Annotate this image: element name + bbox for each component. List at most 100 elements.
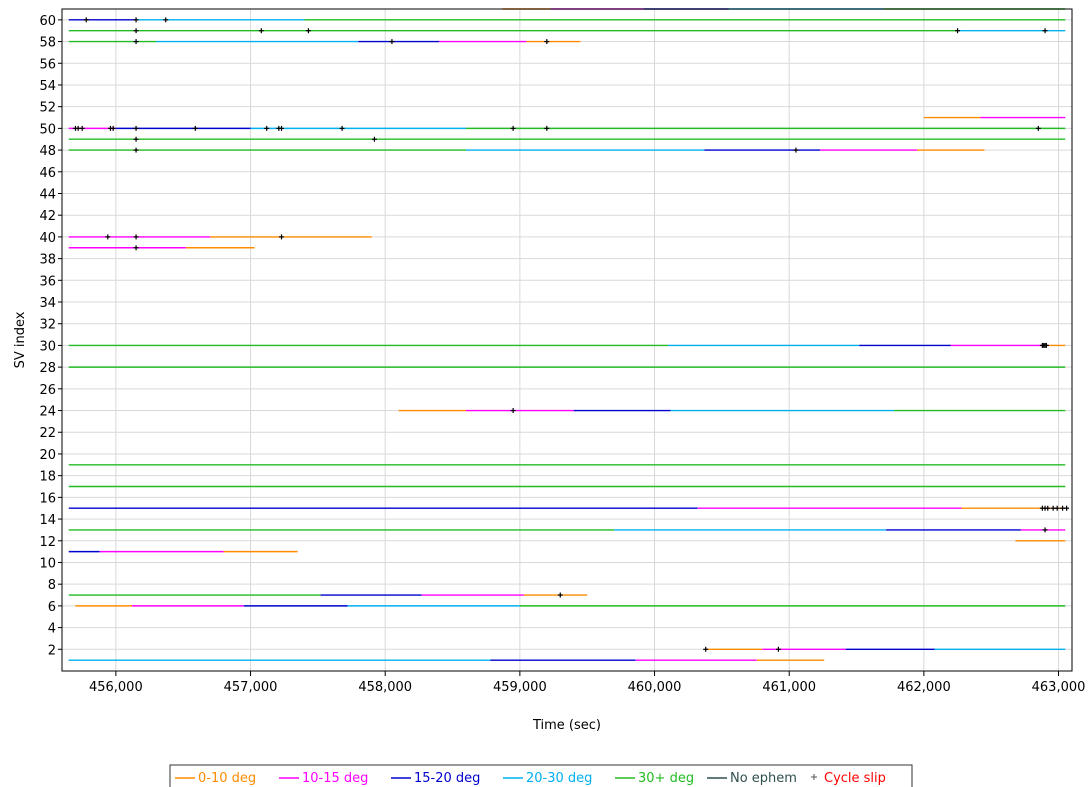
cycle-slip-marker — [133, 245, 139, 251]
legend-item-30-deg: 30+ deg — [615, 771, 694, 786]
legend-label: 30+ deg — [638, 771, 694, 786]
y-tick-label: 24 — [39, 405, 56, 420]
x-tick-label: 458,000 — [358, 680, 412, 695]
y-tick-label: 46 — [39, 166, 56, 181]
cycle-slip-marker — [1054, 505, 1060, 511]
cycle-slip-marker — [510, 408, 516, 414]
legend-label: 0-10 deg — [198, 771, 256, 786]
cycle-slip-marker — [133, 17, 139, 23]
legend-item-15-20-deg: 15-20 deg — [391, 771, 480, 786]
cycle-slip-marker — [371, 136, 377, 142]
legend-item-10-15-deg: 10-15 deg — [279, 771, 368, 786]
x-tick-label: 463,000 — [1032, 680, 1086, 695]
legend-item-no-ephem: No ephem — [707, 771, 797, 786]
cycle-slip-marker — [1043, 342, 1049, 348]
y-tick-label: 34 — [39, 296, 56, 311]
y-tick-label: 2 — [48, 643, 56, 658]
legend-label: 20-30 deg — [526, 771, 592, 786]
x-axis-title: Time (sec) — [532, 718, 601, 733]
y-tick-label: 28 — [39, 361, 56, 376]
cycle-slip-marker — [389, 39, 395, 45]
cycle-slip-marker — [544, 125, 550, 131]
y-tick-label: 32 — [39, 318, 56, 333]
cycle-slip-marker — [279, 125, 285, 131]
cycle-slip-marker — [133, 28, 139, 34]
y-tick-label: 20 — [39, 448, 56, 463]
cycle-slip-marker — [703, 646, 709, 652]
x-tick-label: 457,000 — [224, 680, 278, 695]
y-tick-label: 42 — [39, 209, 56, 224]
y-tick-label: 14 — [39, 513, 56, 528]
y-axis-ticks: 2468101214161820222426283032343638404244… — [39, 14, 62, 658]
y-tick-label: 18 — [39, 470, 56, 485]
y-tick-label: 8 — [48, 578, 56, 593]
y-tick-label: 58 — [39, 36, 56, 51]
cycle-slip-marker — [544, 39, 550, 45]
cycle-slip-marker — [775, 646, 781, 652]
cycle-slip-marker — [83, 17, 89, 23]
y-tick-label: 22 — [39, 426, 56, 441]
cycle-slip-marker — [510, 125, 516, 131]
y-tick-label: 10 — [39, 556, 56, 571]
plot-frame — [61, 8, 1073, 672]
cycle-slip-marker — [1064, 505, 1070, 511]
cycle-slip-marker — [163, 17, 169, 23]
cycle-slip-marker — [133, 125, 139, 131]
cycle-slip-marker — [133, 136, 139, 142]
cycle-slip-marker — [1042, 28, 1048, 34]
y-tick-label: 6 — [48, 600, 56, 615]
cycle-slip-marker — [79, 125, 85, 131]
cycle-slip-marker — [1045, 505, 1051, 511]
y-tick-label: 48 — [39, 144, 56, 159]
cycle-slip-marker — [105, 234, 111, 240]
cycle-slip-marker — [1042, 527, 1048, 533]
cycle-slip-marker — [305, 28, 311, 34]
y-tick-label: 26 — [39, 383, 56, 398]
y-tick-label: 52 — [39, 101, 56, 116]
cycle-slip-marker — [110, 125, 116, 131]
cycle-slip-marker — [557, 592, 563, 598]
y-tick-label: 12 — [39, 535, 56, 550]
cycle-slip-marker — [339, 125, 345, 131]
x-tick-label: 462,000 — [897, 680, 951, 695]
cycle-slip-marker — [133, 39, 139, 45]
y-tick-label: 54 — [39, 79, 56, 94]
legend-label: 15-20 deg — [414, 771, 480, 786]
cycle-slip-marker — [133, 147, 139, 153]
x-axis-ticks: 456,000 457,000 458,000 459,000 460,000 461,0… — [89, 671, 1085, 695]
x-tick-label: 461,000 — [762, 680, 816, 695]
legend-box — [169, 764, 913, 787]
grid — [62, 9, 1072, 671]
y-tick-label: 16 — [39, 491, 56, 506]
legend: 0-10 deg 10-15 deg 15-20 deg 20-30 deg 30+ d… — [169, 764, 913, 787]
cycle-slip-marker — [955, 28, 961, 34]
x-tick-label: 459,000 — [493, 680, 547, 695]
x-tick-label: 460,000 — [628, 680, 682, 695]
legend-item-20-30-deg: 20-30 deg — [503, 771, 592, 786]
legend-label: 10-15 deg — [302, 771, 368, 786]
x-tick-label: 456,000 — [89, 680, 143, 695]
y-axis-title: SV index — [13, 311, 28, 368]
legend-label: No ephem — [730, 771, 797, 786]
cycle-slip-marker — [258, 28, 264, 34]
y-tick-label: 60 — [39, 14, 56, 29]
cycle-slip-marker — [264, 125, 270, 131]
y-tick-label: 38 — [39, 253, 56, 268]
cycle-slip-markers — [72, 17, 1070, 652]
y-tick-label: 40 — [39, 231, 56, 246]
legend-item-0-10-deg: 0-10 deg — [175, 771, 256, 786]
y-tick-label: 30 — [39, 339, 56, 354]
y-tick-label: 4 — [48, 622, 56, 637]
cycle-slip-marker — [192, 125, 198, 131]
y-tick-label: 44 — [39, 187, 56, 202]
y-tick-label: 56 — [39, 57, 56, 72]
cycle-slip-marker — [279, 234, 285, 240]
y-tick-label: 36 — [39, 274, 56, 289]
cycle-slip-marker — [133, 234, 139, 240]
y-tick-label: 50 — [39, 122, 56, 137]
legend-label: Cycle slip — [824, 771, 886, 786]
cycle-slip-marker — [1035, 125, 1041, 131]
cycle-slip-marker — [793, 147, 799, 153]
legend-item-cycle-slip: Cycle slip — [811, 771, 886, 786]
